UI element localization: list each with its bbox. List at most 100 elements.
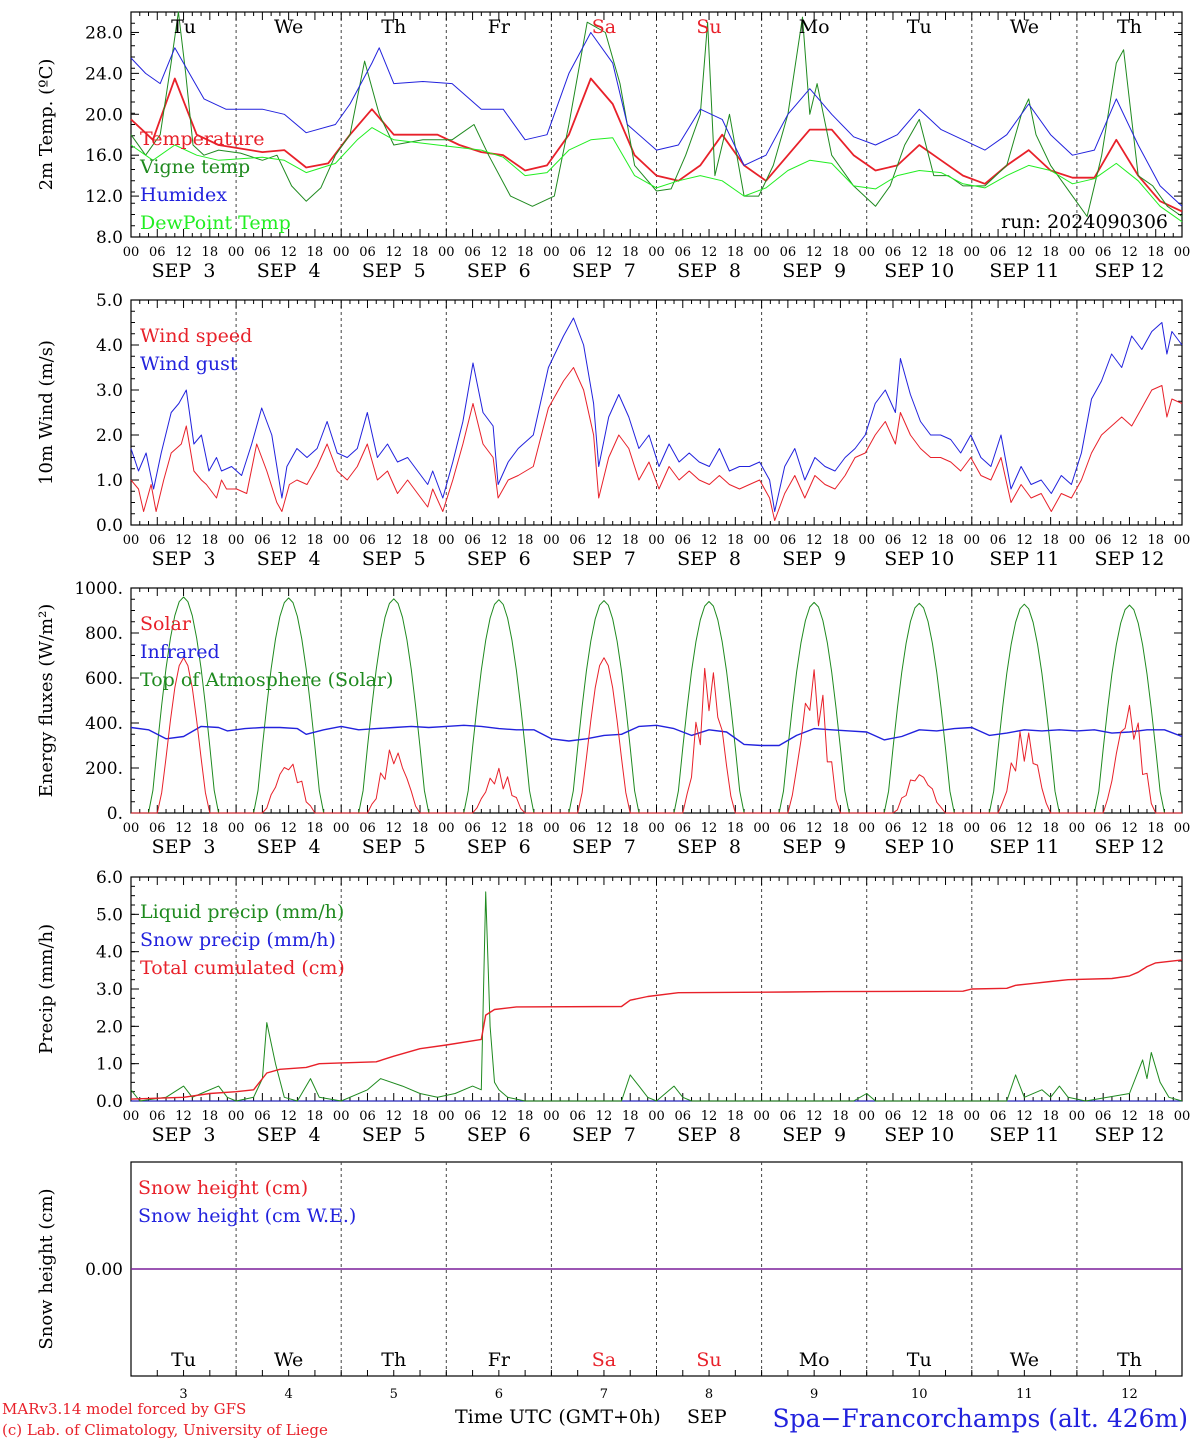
day-name-top: Tu — [171, 16, 196, 38]
hour-label: 12 — [491, 533, 508, 548]
hour-label: 00 — [858, 821, 875, 836]
hour-label: 18 — [727, 821, 744, 836]
hour-label: 00 — [543, 1109, 560, 1124]
date-label: SEP 12 — [1095, 1124, 1165, 1146]
hour-label: 18 — [727, 245, 744, 260]
date-label: SEP 7 — [572, 1124, 636, 1146]
hour-label: 12 — [701, 1109, 718, 1124]
hour-label: 00 — [648, 1109, 665, 1124]
legend-entry: Wind gust — [140, 353, 238, 375]
hour-label: 00 — [858, 1109, 875, 1124]
series-solar — [131, 657, 1182, 814]
hour-label: 06 — [885, 245, 902, 260]
hour-label: 06 — [675, 533, 692, 548]
y-tick-label: 200. — [85, 759, 123, 779]
hour-label: 00 — [964, 821, 981, 836]
hour-label: 12 — [175, 533, 192, 548]
hour-label: 00 — [858, 533, 875, 548]
y-tick-label: 1.0 — [96, 1055, 123, 1075]
day-name-top: Sa — [592, 16, 616, 38]
hour-label: 00 — [648, 821, 665, 836]
hour-label: 00 — [228, 245, 245, 260]
hour-label: 06 — [675, 1109, 692, 1124]
hour-label: 06 — [990, 1109, 1007, 1124]
hour-label: 06 — [1095, 245, 1112, 260]
hour-label: 12 — [596, 821, 613, 836]
hour-label: 00 — [228, 1109, 245, 1124]
hour-label: 18 — [727, 1109, 744, 1124]
series-dewpoint-temp — [130, 127, 1183, 223]
hour-label: 12 — [1016, 533, 1033, 548]
hour-label: 18 — [1147, 821, 1164, 836]
hour-label: 06 — [675, 821, 692, 836]
legend-entry: Snow precip (mm/h) — [140, 929, 336, 951]
day-number: 11 — [1016, 1387, 1033, 1402]
hour-label: 06 — [780, 245, 797, 260]
date-label: SEP 9 — [782, 260, 846, 282]
date-label: SEP 6 — [467, 1124, 531, 1146]
hour-label: 12 — [491, 245, 508, 260]
legend-entry: Wind speed — [140, 325, 252, 347]
footer-lab: (c) Lab. of Climatology, University of L… — [2, 1421, 328, 1439]
hour-label: 12 — [806, 1109, 823, 1124]
hour-label: 00 — [123, 245, 140, 260]
hour-label: 06 — [254, 1109, 271, 1124]
date-label: SEP 3 — [152, 548, 216, 570]
day-name-bottom: We — [1010, 1349, 1039, 1371]
y-tick-label: 800. — [85, 624, 123, 644]
date-label: SEP 12 — [1095, 836, 1165, 858]
hour-label: 00 — [1174, 245, 1191, 260]
hour-label: 06 — [675, 245, 692, 260]
hour-label: 18 — [307, 533, 324, 548]
day-name-bottom: Tu — [907, 1349, 932, 1371]
day-name-bottom: We — [274, 1349, 303, 1371]
day-number: 5 — [390, 1387, 398, 1402]
y-tick-label: 6.0 — [96, 868, 123, 888]
hour-label: 18 — [202, 1109, 219, 1124]
date-label: SEP 10 — [884, 548, 954, 570]
hour-label: 00 — [648, 245, 665, 260]
date-label: SEP 7 — [572, 836, 636, 858]
y-tick-label: 24.0 — [85, 64, 123, 84]
series-total-cumulated-cm- — [130, 959, 1183, 1100]
hour-label: 18 — [517, 1109, 534, 1124]
date-label: SEP 3 — [152, 260, 216, 282]
date-label: SEP 11 — [989, 836, 1059, 858]
hour-label: 18 — [832, 1109, 849, 1124]
hour-label: 18 — [1042, 533, 1059, 548]
hour-label: 18 — [517, 245, 534, 260]
panel-frame — [130, 299, 1183, 526]
hour-label: 12 — [280, 533, 297, 548]
legend-entry: Snow height (cm W.E.) — [138, 1205, 356, 1227]
hour-label: 06 — [1095, 1109, 1112, 1124]
y-tick-label: 1000. — [74, 579, 123, 599]
y-tick-label: 16.0 — [85, 146, 123, 166]
hour-label: 18 — [937, 533, 954, 548]
date-label: SEP 10 — [884, 1124, 954, 1146]
hour-label: 18 — [517, 821, 534, 836]
hour-label: 12 — [1121, 821, 1138, 836]
day-name-top: We — [1010, 16, 1039, 38]
run-label: run: 2024090306 — [1001, 211, 1168, 233]
day-name-bottom: Fr — [488, 1349, 511, 1371]
y-tick-label: 5.0 — [96, 905, 123, 925]
hour-label: 18 — [412, 821, 429, 836]
y-tick-label: 4.0 — [96, 336, 123, 356]
day-name-top: Tu — [907, 16, 932, 38]
hour-label: 06 — [990, 821, 1007, 836]
y-tick-label: 0.0 — [96, 516, 123, 536]
hour-label: 18 — [517, 533, 534, 548]
panel-frame — [130, 11, 1183, 238]
hour-label: 06 — [149, 821, 166, 836]
hour-label: 12 — [280, 821, 297, 836]
series-humidex — [130, 32, 1183, 207]
hour-label: 12 — [385, 821, 402, 836]
hour-label: 00 — [543, 245, 560, 260]
hour-label: 00 — [333, 1109, 350, 1124]
hour-label: 18 — [202, 245, 219, 260]
panel-frame — [130, 587, 1183, 814]
hour-label: 06 — [885, 1109, 902, 1124]
hour-label: 00 — [964, 1109, 981, 1124]
